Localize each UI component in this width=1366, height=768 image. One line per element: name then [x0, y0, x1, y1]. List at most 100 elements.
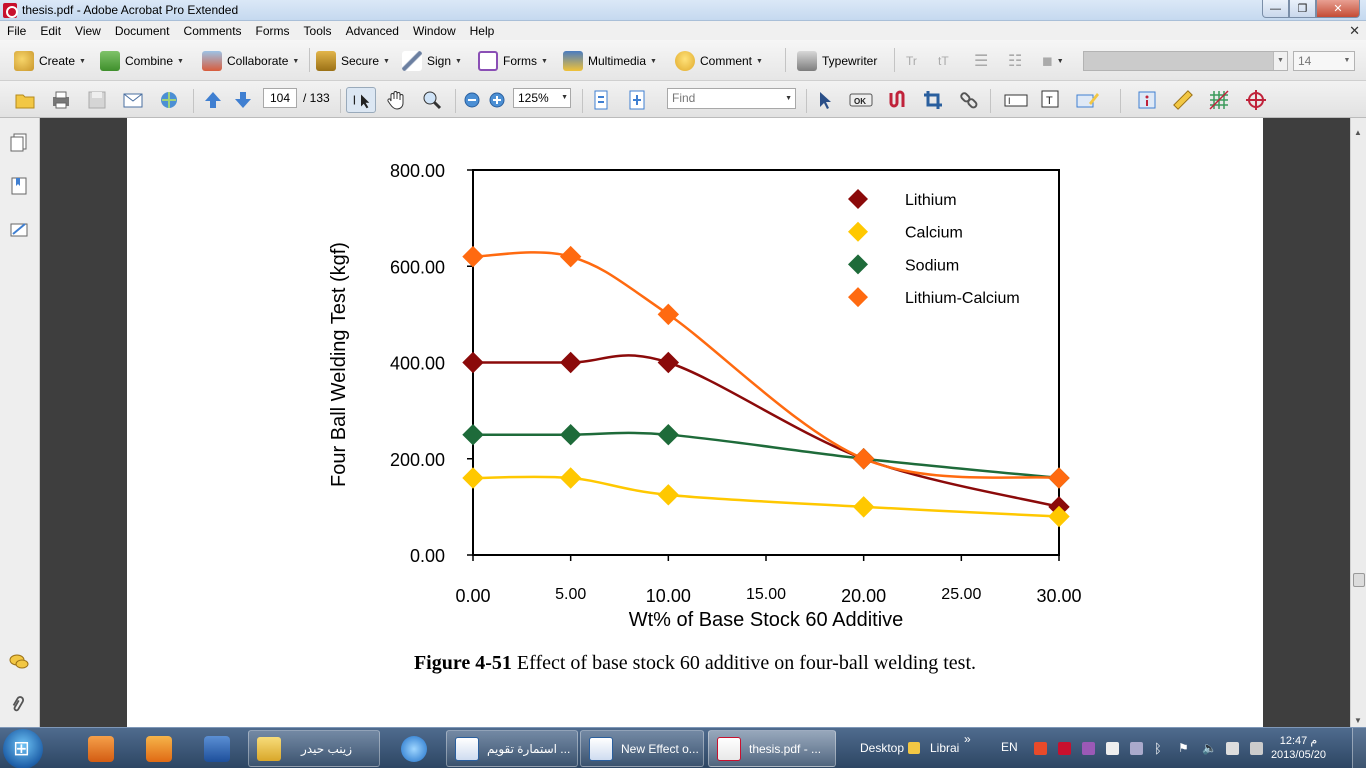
vertical-scrollbar[interactable]: ▲ ▼ — [1350, 118, 1366, 727]
tray-app-icon[interactable] — [1034, 742, 1047, 755]
collaborate-button[interactable]: Collaborate ▼ — [202, 50, 299, 72]
crop-tool-icon[interactable] — [922, 89, 944, 111]
menu-window[interactable]: Window — [412, 23, 456, 38]
decrease-text-size-icon[interactable]: Tr — [906, 54, 917, 68]
menu-file[interactable]: File — [7, 23, 27, 38]
select-tool-icon[interactable]: I — [346, 87, 376, 113]
toolbar-overflow-icon[interactable]: » — [964, 732, 971, 746]
desktop-toolbar-label[interactable]: Desktop — [860, 741, 905, 755]
next-page-icon[interactable] — [232, 89, 254, 111]
data-point — [852, 496, 875, 518]
secure-button[interactable]: Secure ▼ — [316, 50, 390, 72]
taskbar-acrobat[interactable]: thesis.pdf - ... — [708, 730, 836, 767]
bookmarks-panel-icon[interactable] — [9, 176, 29, 196]
zoom-out-icon[interactable] — [462, 90, 482, 110]
open-folder-icon[interactable] — [14, 89, 36, 111]
volume-icon[interactable]: 🔈 — [1202, 741, 1217, 755]
button-tool-icon[interactable]: OK — [848, 89, 874, 111]
close-button[interactable]: ✕ — [1316, 0, 1360, 18]
tray-device-icon[interactable] — [1250, 742, 1263, 755]
scroll-up-icon[interactable]: ▲ — [1354, 128, 1362, 137]
combine-button[interactable]: Combine ▼ — [100, 50, 184, 72]
taskbar-word[interactable] — [188, 730, 244, 767]
create-button[interactable]: Create ▼ — [14, 50, 86, 72]
font-size-select[interactable]: 14 ▼ — [1293, 51, 1355, 71]
menu-bar: File Edit View Document Comments Forms T… — [0, 21, 1366, 40]
typewriter-button[interactable]: Typewriter — [797, 50, 877, 72]
menu-edit[interactable]: Edit — [40, 23, 62, 38]
decrease-line-spacing-icon[interactable]: ☰ — [974, 53, 989, 70]
zoom-marquee-icon[interactable] — [421, 89, 443, 111]
x-tick-label: 5.00 — [555, 586, 586, 603]
menu-tools[interactable]: Tools — [303, 23, 332, 38]
crosshair-icon[interactable] — [1245, 89, 1267, 111]
x-tick-label: 10.00 — [646, 586, 691, 606]
tray-network-icon[interactable] — [1130, 742, 1143, 755]
select-object-icon[interactable] — [814, 89, 836, 111]
find-input[interactable]: Find ▼ — [667, 88, 796, 109]
tray-monitor-icon[interactable] — [1226, 742, 1239, 755]
text-color-icon[interactable]: ◼ ▼ — [1042, 53, 1064, 68]
tray-acrobat-icon[interactable] — [1058, 742, 1071, 755]
signatures-panel-icon[interactable] — [9, 220, 29, 240]
acrobat-app-icon[interactable] — [3, 3, 18, 18]
zoom-in-icon[interactable] — [487, 90, 507, 110]
save-icon[interactable] — [86, 89, 108, 111]
system-clock[interactable]: 12:47 م 2013/05/20 — [1271, 734, 1326, 762]
forms-button[interactable]: Forms ▼ — [478, 50, 548, 72]
previous-page-icon[interactable] — [202, 89, 224, 111]
scroll-thumb[interactable] — [1353, 573, 1365, 587]
tray-utility-icon[interactable] — [1082, 742, 1095, 755]
email-icon[interactable] — [122, 89, 144, 111]
taskbar-media-player[interactable] — [130, 730, 186, 767]
document-view[interactable]: 0.00 200.00 400.00 600.00 800.00 0.00 5.00 10.0… — [41, 118, 1350, 727]
bluetooth-icon[interactable]: ᛒ — [1154, 741, 1162, 756]
menu-forms[interactable]: Forms — [255, 23, 290, 38]
pages-panel-icon[interactable] — [9, 132, 29, 152]
menu-view[interactable]: View — [75, 23, 101, 38]
increase-line-spacing-icon[interactable]: ☷ — [1008, 53, 1023, 70]
minimize-button[interactable]: — — [1262, 0, 1289, 18]
menu-help[interactable]: Help — [469, 23, 495, 38]
comments-panel-icon[interactable] — [9, 652, 29, 672]
menu-comments[interactable]: Comments — [183, 23, 242, 38]
info-icon[interactable] — [1137, 89, 1159, 111]
taskbar-camera-app[interactable] — [72, 730, 128, 767]
measuring-tool-icon[interactable] — [1172, 89, 1194, 111]
start-button[interactable] — [3, 729, 43, 768]
share-globe-icon[interactable] — [158, 89, 180, 111]
text-box-icon[interactable]: T — [1040, 89, 1062, 111]
attachments-panel-icon[interactable] — [9, 694, 29, 714]
fit-page-icon[interactable] — [626, 89, 648, 111]
libraries-toolbar-label[interactable]: Librai — [930, 741, 960, 755]
taskbar-word-doc-1[interactable]: استمارة تقويم ... — [446, 730, 578, 767]
taskbar-word-doc-2[interactable]: New Effect o... — [580, 730, 704, 767]
menu-document[interactable]: Document — [114, 23, 170, 38]
maximize-button[interactable]: ❐ — [1289, 0, 1316, 18]
touchup-reading-order-icon[interactable] — [886, 89, 908, 111]
input-language-indicator[interactable]: EN — [1001, 740, 1018, 754]
link-tool-icon[interactable] — [958, 89, 980, 111]
scroll-down-icon[interactable]: ▼ — [1354, 716, 1362, 725]
taskbar-folder[interactable]: زينب حيدر — [248, 730, 380, 767]
font-family-select[interactable]: ▼ — [1083, 51, 1288, 71]
menu-advanced[interactable]: Advanced — [345, 23, 399, 38]
page-number-input[interactable]: 104 — [263, 88, 297, 108]
scrolling-mode-icon[interactable] — [590, 89, 612, 111]
taskbar-internet-explorer[interactable] — [385, 730, 441, 767]
show-desktop-button[interactable] — [1352, 728, 1366, 768]
text-field-icon[interactable]: I — [1003, 89, 1029, 111]
edit-text-icon[interactable] — [1075, 89, 1101, 111]
grid-tool-icon[interactable] — [1208, 89, 1230, 111]
print-icon[interactable] — [50, 89, 72, 111]
close-document-icon[interactable]: ✕ — [1349, 23, 1360, 38]
action-center-flag-icon[interactable]: ⚑ — [1178, 741, 1189, 755]
increase-text-size-icon[interactable]: tT — [938, 54, 949, 68]
hand-tool-icon[interactable] — [385, 89, 407, 111]
y-tick-label: 800.00 — [390, 161, 445, 181]
zoom-level-select[interactable]: 125% ▼ — [513, 88, 571, 108]
sign-button[interactable]: Sign ▼ — [402, 50, 462, 72]
comment-button[interactable]: Comment ▼ — [675, 50, 763, 72]
multimedia-button[interactable]: Multimedia ▼ — [563, 50, 657, 72]
tray-document-icon[interactable] — [1106, 742, 1119, 755]
